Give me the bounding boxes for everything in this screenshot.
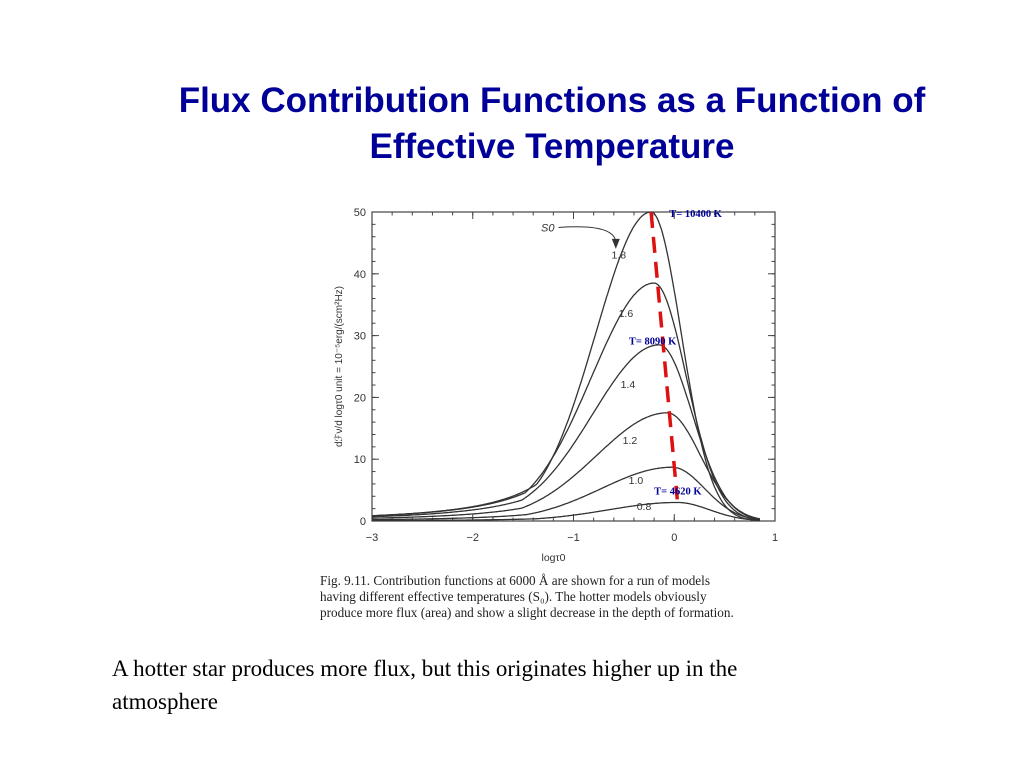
title-line-2: Effective Temperature xyxy=(369,127,735,166)
caption-line-2: having different effective temperatures … xyxy=(320,589,707,604)
caption-line-3: produce more flux (area) and show a slig… xyxy=(320,605,734,620)
caption-line-1: Fig. 9.11. Contribution functions at 600… xyxy=(320,573,710,588)
temperature-annotation-1: T= 8090 K xyxy=(629,336,677,347)
series-line-1.2 xyxy=(372,412,761,520)
series-label-1.2: 1.2 xyxy=(623,435,638,447)
slide-title: Flux Contribution Functions as a Functio… xyxy=(60,78,1024,170)
y-axis-label: dℱν/d logτ0 unit = 10⁻⁵erg/(scm²Hz) xyxy=(334,286,345,447)
series-label-1.4: 1.4 xyxy=(621,379,636,391)
y-tick-label: 0 xyxy=(360,516,366,528)
s0-label: S0 xyxy=(541,222,555,234)
series-label-1.0: 1.0 xyxy=(629,475,644,487)
figure-caption: Fig. 9.11. Contribution functions at 600… xyxy=(320,573,790,621)
series-label-1.6: 1.6 xyxy=(619,308,634,320)
series-line-0.8 xyxy=(372,501,760,522)
body-text: A hotter star produces more flux, but th… xyxy=(112,652,932,718)
series-line-1.0 xyxy=(371,466,761,521)
temperature-trend-line xyxy=(649,211,680,500)
y-tick-label: 40 xyxy=(354,269,366,281)
y-tick-label: 10 xyxy=(354,454,366,466)
temperature-annotation-2: T= 4620 K xyxy=(654,486,702,497)
y-tick-label: 20 xyxy=(354,392,366,404)
x-axis-label: logτ0 xyxy=(542,552,566,564)
series-label-1.8: 1.8 xyxy=(612,249,627,261)
title-line-1: Flux Contribution Functions as a Functio… xyxy=(178,81,926,120)
plot-frame xyxy=(371,211,776,522)
chart-container: −3 −2 −1 0 1 0 10 20 30 40 50 logτ0 dℱν/d logτ0 unit… xyxy=(300,195,810,625)
s0-arrow-line xyxy=(558,226,617,242)
x-tick-label: −1 xyxy=(567,532,580,544)
x-tick-label: −2 xyxy=(466,532,479,544)
body-text-line-1: A hotter star produces more flux, but th… xyxy=(112,656,738,681)
x-tick-label: 1 xyxy=(772,532,778,544)
temperature-annotation-0: T= 10400 K xyxy=(669,209,722,220)
y-tick-label: 30 xyxy=(354,331,366,343)
series-line-1.6 xyxy=(371,282,760,521)
series-label-0.8: 0.8 xyxy=(637,501,652,513)
series-line-1.8 xyxy=(371,211,760,522)
y-tick-label: 50 xyxy=(354,207,366,219)
x-tick-label: 0 xyxy=(671,532,677,544)
s0-arrow-head xyxy=(611,238,620,249)
x-tick-label: −3 xyxy=(366,532,379,544)
series-line-1.4 xyxy=(372,344,761,520)
body-text-line-2: atmosphere xyxy=(112,689,219,714)
